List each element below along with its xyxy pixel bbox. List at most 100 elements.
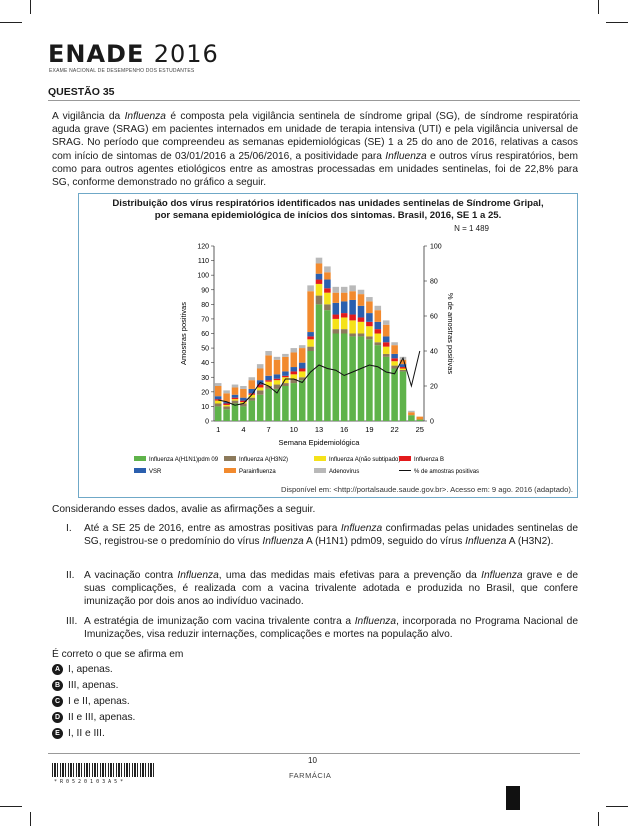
bar-segment: [357, 294, 365, 306]
bar-segment: [340, 301, 348, 314]
option-letter: E: [52, 728, 63, 739]
bar-segment: [282, 371, 289, 376]
bar-segment: [273, 374, 281, 379]
y2-tick-label: 60: [430, 314, 438, 321]
bar-segment: [248, 400, 256, 421]
legend-label: VSR: [149, 469, 162, 475]
legend-label: Influenza A(H1N1)pdm 09: [149, 457, 219, 463]
bar-segment: [273, 359, 281, 375]
barcode: [52, 763, 156, 777]
bar-segment: [223, 406, 230, 410]
bar-segment: [248, 388, 256, 394]
legend-label: Influenza B: [414, 457, 444, 463]
chart-figure: Distribuição dos vírus respiratórios ide…: [78, 193, 578, 498]
crop-mark: [30, 0, 31, 14]
y2-tick-label: 20: [430, 384, 438, 391]
y2-tick-label: 100: [430, 244, 442, 251]
bar-segment: [391, 368, 398, 421]
bar-segment: [298, 368, 306, 372]
bar-segment: [231, 403, 239, 421]
bar-segment: [223, 404, 230, 407]
statement-3: III. A estratégia de imunização com vaci…: [66, 616, 578, 641]
bar-segment: [290, 374, 298, 379]
question-stem: É correto o que se afirma em: [52, 649, 184, 660]
bar-segment: [357, 321, 365, 334]
y-tick-label: 50: [201, 346, 209, 353]
bar-segment: [290, 371, 298, 375]
bar-segment: [391, 342, 398, 346]
bar-segment: [231, 387, 239, 395]
bar-segment: [382, 324, 390, 337]
bar-segment: [382, 320, 390, 325]
question-title: QUESTÃO 35: [48, 86, 115, 98]
bar-segment: [240, 403, 247, 407]
y-tick-label: 20: [201, 389, 209, 396]
bar-segment: [248, 380, 256, 389]
bar-segment: [340, 292, 348, 302]
bar-segment: [332, 318, 340, 330]
bar-segment: [290, 348, 298, 353]
bar-segment: [374, 333, 382, 343]
bar-segment: [256, 394, 264, 421]
bar-segment: [324, 304, 331, 311]
bar-segment: [298, 380, 306, 421]
bar-segment: [214, 406, 222, 421]
bar-segment: [349, 320, 356, 334]
bar-segment: [315, 257, 323, 264]
y-tick-label: 30: [201, 375, 209, 382]
x-tick-label: 10: [290, 425, 298, 434]
bar-segment: [315, 279, 323, 284]
y-tick-label: 90: [201, 287, 209, 294]
bar-segment: [248, 397, 256, 401]
bar-segment: [240, 406, 247, 421]
crop-mark: [598, 0, 599, 14]
bar-chart: 0102030405060708090100110120020406080100…: [134, 244, 479, 475]
bar-segment: [265, 381, 272, 386]
option-b[interactable]: B III, apenas.: [52, 680, 118, 691]
bar-segment: [340, 313, 348, 318]
bar-segment: [290, 378, 298, 384]
bar-segment: [324, 310, 331, 421]
bar-segment: [374, 321, 382, 330]
bar-segment: [231, 400, 239, 404]
option-letter: C: [52, 696, 63, 707]
bar-segment: [307, 346, 314, 351]
bar-segment: [240, 388, 247, 398]
bar-segment: [332, 292, 340, 303]
bar-segment: [214, 386, 222, 397]
bar-segment: [256, 368, 264, 381]
option-letter: B: [52, 680, 63, 691]
bar-segment: [408, 410, 415, 413]
bar-segment: [273, 388, 281, 421]
bar-segment: [391, 358, 398, 362]
option-a[interactable]: A I, apenas.: [52, 664, 113, 675]
bar-segment: [357, 336, 365, 421]
bar-segment: [399, 367, 407, 369]
bar-segment: [240, 400, 247, 403]
bar-segment: [324, 279, 331, 289]
statement-1: I. Até a SE 25 de 2016, entre as amostra…: [66, 523, 578, 548]
legend-label: Influenza A(não subtipado): [329, 457, 400, 463]
bar-segment: [349, 285, 356, 292]
bar-segment: [282, 383, 289, 386]
bar-segment: [357, 305, 365, 318]
option-e[interactable]: E I, II e III.: [52, 728, 105, 739]
bar-segment: [416, 416, 424, 420]
page-number: 10: [304, 756, 321, 765]
y-tick-label: 120: [197, 244, 209, 251]
bar-segment: [340, 286, 348, 293]
bar-segment: [240, 386, 247, 389]
bar-segment: [298, 348, 306, 363]
bar-segment: [223, 393, 230, 403]
bar-segment: [282, 356, 289, 372]
bar-segment: [282, 377, 289, 384]
bar-segment: [307, 291, 314, 333]
option-d[interactable]: D II e III, apenas.: [52, 712, 135, 723]
bar-segment: [391, 365, 398, 369]
x-tick-label: 19: [365, 425, 373, 434]
bar-segment: [223, 403, 230, 405]
bar-segment: [349, 291, 356, 300]
bar-segment: [391, 345, 398, 354]
exam-subtitle: EXAME NACIONAL DE DESEMPENHO DOS ESTUDAN…: [49, 68, 195, 74]
